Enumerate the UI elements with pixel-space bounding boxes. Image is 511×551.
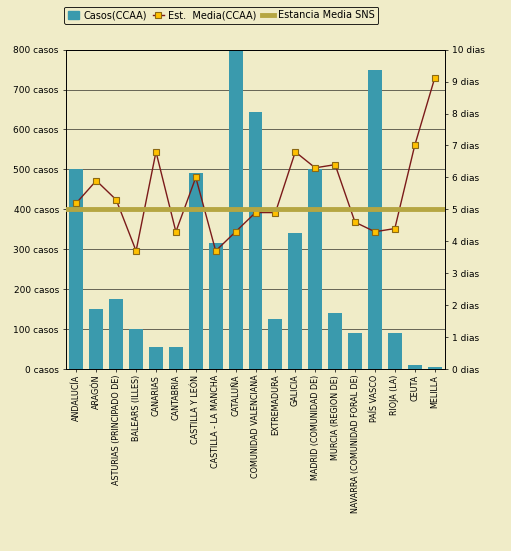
Bar — [89, 309, 103, 369]
Bar — [248, 111, 263, 369]
Bar — [149, 347, 163, 369]
Bar — [109, 299, 123, 369]
Bar — [189, 174, 203, 369]
Legend: Casos(CCAA), Est.  Media(CCAA), Estancia Media SNS: Casos(CCAA), Est. Media(CCAA), Estancia … — [64, 7, 379, 24]
Bar — [268, 319, 283, 369]
Bar — [208, 244, 223, 369]
Bar — [388, 333, 402, 369]
Bar — [348, 333, 362, 369]
Bar — [169, 347, 183, 369]
Bar — [308, 170, 322, 369]
Bar — [408, 365, 422, 369]
Bar — [328, 313, 342, 369]
Bar — [129, 329, 143, 369]
Bar — [288, 234, 303, 369]
Bar — [69, 170, 83, 369]
Bar — [368, 69, 382, 369]
Bar — [228, 50, 243, 369]
Bar — [428, 367, 442, 369]
